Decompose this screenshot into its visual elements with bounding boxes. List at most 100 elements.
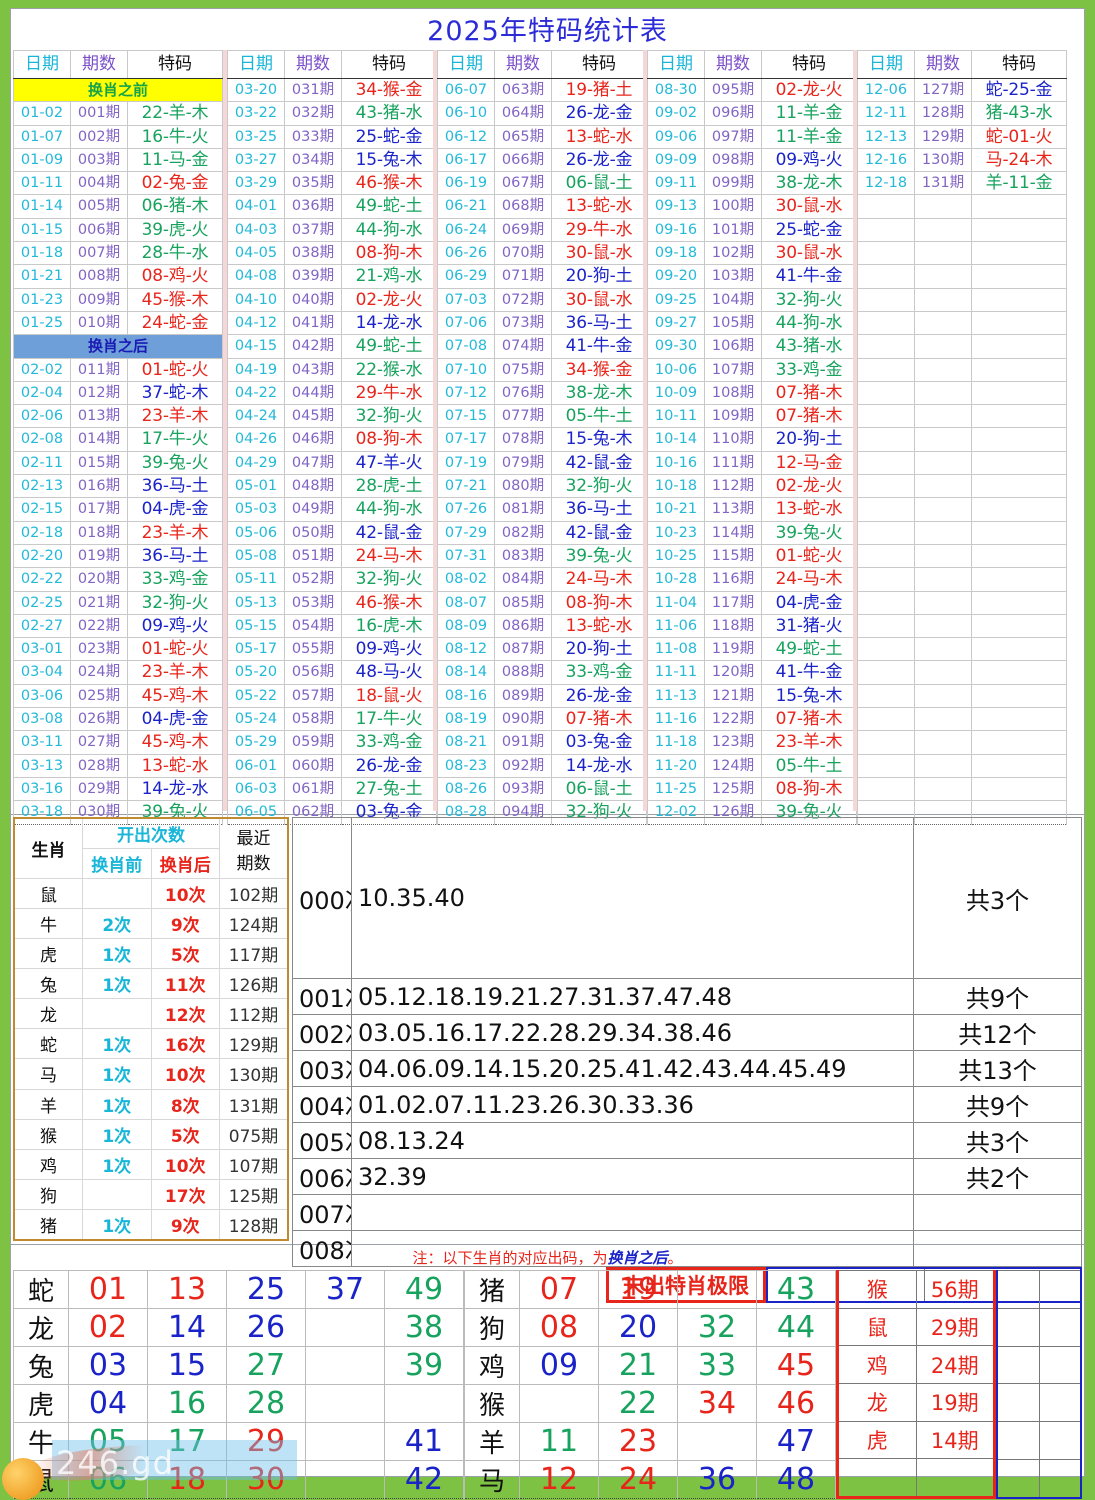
cell-count-before: 1次 (82, 968, 152, 1000)
table-row: 02-20 019期 36-马-土 (13, 543, 223, 569)
empty-cell (914, 590, 972, 615)
table-row: 07-12 076期 38-龙-木 (437, 380, 647, 406)
limit-row (837, 1458, 995, 1498)
table-row: 07-08 074期 41-牛-金 (437, 334, 647, 359)
cell-code: 17-牛-火 (127, 427, 223, 452)
cell-issue: 069期 (494, 217, 552, 243)
cell-date: 07-03 (437, 287, 495, 312)
empty-cell (857, 194, 915, 219)
cell-issue: 071期 (494, 264, 552, 289)
cell-count-before (82, 1178, 152, 1210)
history-block-3: 日期 期数 特码 06-07 063期 19-猪-土 06-10 064期 26-龙-金 06-1… (433, 50, 647, 825)
table-row: 02-13 016期 36-马-土 (13, 474, 223, 499)
cell-code: 01-蛇-火 (761, 543, 857, 569)
cell-issue: 048期 (284, 474, 342, 499)
table-row: 07-31 083期 39-兔-火 (437, 543, 647, 569)
cell-date: 10-16 (647, 450, 705, 476)
cell-code: 41-牛-金 (761, 660, 857, 685)
cell-map-number: 12 (519, 1460, 599, 1499)
zodiac-map-section: 注：以下生肖的对应出码，为换肖之后。 蛇 01 13 25 37 49 龙 02 14 26 38 兔… (10, 1245, 1085, 1499)
table-row: 11-18 123期 23-羊-木 (647, 730, 857, 755)
cell-map-zodiac: 猴 (464, 1384, 520, 1423)
cell-code: 14-龙-水 (551, 753, 647, 778)
cell-issue: 060期 (284, 753, 342, 778)
cell-date: 05-24 (227, 707, 285, 732)
cell-issue: 130期 (914, 147, 972, 173)
cell-date: 08-30 (647, 77, 705, 103)
cell-code: 15-兔-木 (341, 147, 437, 173)
cell-date: 02-27 (13, 613, 71, 639)
cell-code: 39-兔-火 (551, 543, 647, 569)
cell-code: 23-羊-木 (761, 730, 857, 755)
cell-count-after: 5次 (150, 1118, 220, 1150)
cell-frequency-label: 004次 (292, 1086, 352, 1123)
cell-issue: 074期 (494, 334, 552, 359)
cell-issue: 092期 (494, 753, 552, 778)
cell-limit-issues: 14期 (915, 1420, 995, 1460)
cell-issue: 118期 (704, 613, 762, 639)
zodiac-stats-row: 猪 1次 9次 128期 (13, 1208, 289, 1241)
cell-map-number: 30 (226, 1460, 306, 1499)
table-row-empty (857, 380, 1067, 406)
cell-issue: 127期 (914, 77, 972, 103)
cell-date: 03-22 (227, 101, 285, 126)
table-row: 05-20 056期 48-马-火 (227, 660, 437, 685)
zodiac-stats-header-recent: 最近 期数 (219, 817, 289, 880)
cell-frequency-total (913, 1194, 1082, 1231)
cell-map-zodiac: 马 (464, 1460, 520, 1499)
cell-code: 24-蛇-金 (127, 310, 223, 336)
table-row: 03-29 035期 46-猴-木 (227, 171, 437, 196)
cell-date: 05-01 (227, 474, 285, 499)
table-row: 03-27 034期 15-兔-木 (227, 147, 437, 173)
table-row: 07-26 081期 36-马-土 (437, 497, 647, 522)
cell-code: 20-狗-土 (761, 427, 857, 452)
table-row-empty (857, 497, 1067, 522)
cell-map-zodiac: 牛 (13, 1422, 69, 1461)
blue-cell (996, 1421, 1040, 1461)
cell-count-after: 9次 (150, 1208, 220, 1241)
table-row: 03-13 028期 13-蛇-水 (13, 753, 223, 778)
cell-limit-zodiac: 鼠 (837, 1307, 917, 1347)
table-row-empty (857, 660, 1067, 685)
cell-date: 03-01 (13, 637, 71, 662)
table-row: 04-24 045期 32-狗-火 (227, 404, 437, 429)
cell-date: 10-25 (647, 543, 705, 569)
zodiac-map-row: 牛 05 17 29 41 (13, 1422, 464, 1461)
table-row: 05-15 054期 16-虎-木 (227, 613, 437, 639)
cell-code: 13-蛇-水 (551, 613, 647, 639)
cell-code: 09-鸡-火 (127, 613, 223, 639)
cell-date: 07-31 (437, 543, 495, 569)
cell-code: 20-狗-土 (551, 264, 647, 289)
cell-recent-issue: 125期 (219, 1178, 289, 1210)
blue-cell (996, 1345, 1040, 1385)
blue-empty-row (996, 1270, 1082, 1309)
cell-map-number: 24 (598, 1460, 678, 1499)
table-row: 08-23 092期 14-龙-水 (437, 753, 647, 778)
cell-issue: 129期 (914, 124, 972, 149)
cell-map-number (677, 1270, 757, 1309)
cell-map-number: 49 (384, 1270, 464, 1309)
table-row: 10-11 109期 07-猪-木 (647, 404, 857, 429)
table-row: 03-22 032期 43-猪-水 (227, 101, 437, 126)
table-row: 05-24 058期 17-牛-火 (227, 707, 437, 732)
cell-code: 07-猪-木 (761, 404, 857, 429)
cell-date: 06-26 (437, 241, 495, 266)
cell-code: 07-猪-木 (761, 380, 857, 406)
cell-zodiac: 兔 (13, 968, 83, 1000)
cell-count-after: 12次 (150, 998, 220, 1030)
cell-code: 26-龙-金 (551, 147, 647, 173)
cell-code: 39-虎-火 (127, 217, 223, 243)
cell-frequency-label: 006次 (292, 1158, 352, 1195)
cell-map-number: 17 (147, 1422, 227, 1461)
cell-frequency-label: 003次 (292, 1050, 352, 1087)
cell-frequency-numbers: 10.35.40 (351, 817, 914, 979)
cell-issue: 077期 (494, 404, 552, 429)
cell-issue: 054期 (284, 613, 342, 639)
cell-recent-issue: 131期 (219, 1088, 289, 1120)
cell-issue: 124期 (704, 753, 762, 778)
cell-issue: 073期 (494, 310, 552, 336)
table-row: 04-12 041期 14-龙-水 (227, 310, 437, 336)
cell-code: 蛇-25-金 (971, 77, 1067, 103)
